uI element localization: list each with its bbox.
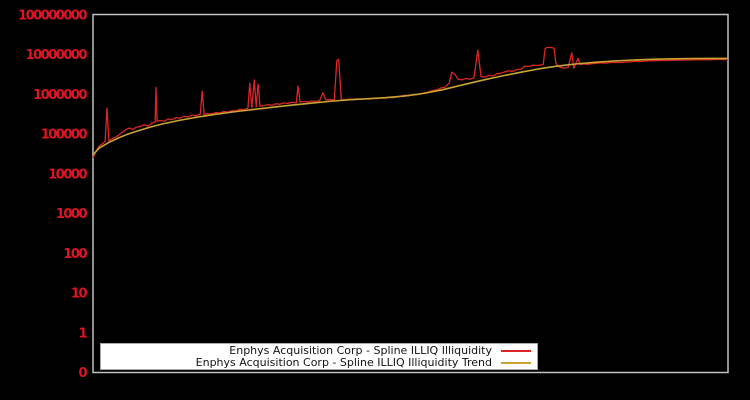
trend-line [92,57,728,156]
y-axis-tick-label: 1000000 [33,88,87,103]
legend-item-illiquidity: Enphys Acquisition Corp - Spline ILLIQ I… [105,343,531,357]
illiquidity-line [92,46,728,159]
legend-label-illiquidity: Enphys Acquisition Corp - Spline ILLIQ I… [229,343,492,357]
legend-label-trend: Enphys Acquisition Corp - Spline ILLIQ I… [195,355,492,369]
y-axis-tick-label: 10000 [48,167,87,182]
y-axis-tick-label: 1000 [56,207,88,222]
plot-area-border [92,13,729,374]
y-axis-tick-labels: 1000000001000000010000001000001000010001… [18,8,89,381]
y-axis-tick-label: 100 [63,247,87,262]
y-axis-tick-label: 1 [78,327,87,342]
series-lines [92,46,728,159]
legend-item-trend: Enphys Acquisition Corp - Spline ILLIQ I… [105,355,531,369]
legend-line-sample-trend [501,361,531,364]
legend: Enphys Acquisition Corp - Spline ILLIQ I… [100,343,538,370]
y-axis-tick-label: 0 [78,366,87,381]
y-axis-tick-label: 10 [71,287,88,302]
legend-line-sample-illiquidity [501,349,531,352]
y-axis-tick-label: 100000 [41,128,88,143]
y-axis-tick-label: 100000000 [18,8,87,23]
y-axis-tick-label: 10000000 [26,48,88,63]
